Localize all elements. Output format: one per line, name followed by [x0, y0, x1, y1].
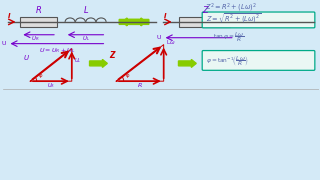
Text: φ: φ — [39, 73, 43, 78]
Text: $\tan\varphi = \dfrac{L\omega}{R}$: $\tan\varphi = \dfrac{L\omega}{R}$ — [213, 30, 245, 44]
Text: I: I — [8, 13, 10, 19]
Text: R: R — [138, 83, 142, 88]
Text: I: I — [164, 13, 166, 19]
Text: φ: φ — [126, 73, 130, 78]
Text: $U_L$: $U_L$ — [82, 34, 90, 43]
Text: R: R — [36, 6, 42, 15]
FancyBboxPatch shape — [20, 17, 57, 27]
Text: U: U — [156, 35, 161, 40]
Text: $\varphi = \tan^{-1}\!\left(\dfrac{L\omega}{R}\right)$: $\varphi = \tan^{-1}\!\left(\dfrac{L\ome… — [206, 53, 249, 68]
FancyArrow shape — [119, 18, 146, 26]
Text: $U_R$: $U_R$ — [47, 81, 55, 90]
Text: $U_L$: $U_L$ — [74, 56, 82, 65]
Text: Z: Z — [109, 51, 114, 60]
Text: $Z^2 = R^2 + (L\omega)^2$: $Z^2 = R^2 + (L\omega)^2$ — [205, 2, 257, 14]
Text: $Z = \sqrt{R^2 + (L\omega)^2}$: $Z = \sqrt{R^2 + (L\omega)^2}$ — [206, 12, 262, 26]
FancyBboxPatch shape — [202, 12, 315, 28]
FancyArrow shape — [179, 59, 196, 67]
FancyArrow shape — [122, 18, 149, 26]
FancyBboxPatch shape — [180, 17, 230, 27]
Text: L$\omega$: L$\omega$ — [166, 38, 175, 46]
Text: L: L — [83, 6, 88, 15]
Text: U: U — [23, 55, 28, 61]
Text: Z: Z — [202, 6, 208, 15]
Text: $U_R$: $U_R$ — [31, 34, 39, 43]
FancyBboxPatch shape — [202, 51, 315, 70]
Text: U: U — [1, 41, 5, 46]
Text: $U=U_R+U_L$: $U=U_R+U_L$ — [39, 47, 75, 55]
FancyArrow shape — [90, 59, 107, 67]
